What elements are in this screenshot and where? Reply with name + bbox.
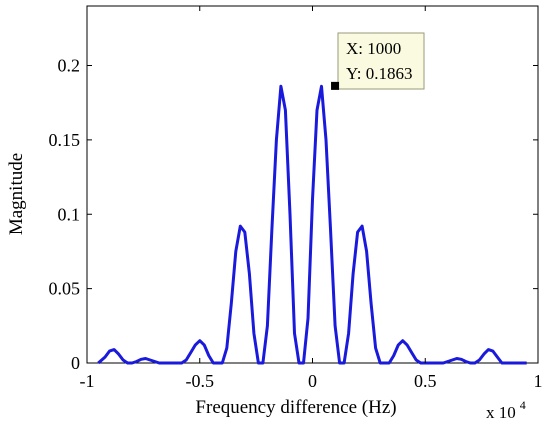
- data-tip-box: [337, 32, 425, 90]
- y-tick-label: 0.05: [49, 279, 81, 299]
- series-line-0: [97, 84, 527, 365]
- x-axis-label: Frequency difference (Hz): [195, 397, 396, 418]
- y-tick-label: 0: [71, 353, 80, 373]
- plot-area: [86, 5, 539, 365]
- x-axis-multiplier: x 10 4: [486, 398, 526, 422]
- data-tip-x-value: X: 1000: [346, 39, 401, 58]
- x-tick-label: 0: [308, 371, 317, 391]
- y-tick-label: 0.15: [49, 130, 81, 150]
- data-tip[interactable]: X: 1000 Y: 0.1863: [331, 32, 425, 90]
- y-axis-label: Magnitude: [6, 153, 27, 235]
- x-tick-label: 1: [534, 371, 543, 391]
- data-tip-y-value: Y: 0.1863: [346, 64, 412, 83]
- x-tick-label: 0.5: [414, 371, 437, 391]
- x-tick-label: -0.5: [186, 371, 215, 391]
- x-axis-multiplier-base: x 10: [486, 403, 516, 422]
- data-tip-marker: [331, 81, 340, 90]
- axis-ticks: -1 -0.5 0 0.5 1 0 0.05 0.1 0.15 0.2: [49, 6, 543, 391]
- y-tick-label: 0.1: [58, 204, 81, 224]
- x-axis-multiplier-exponent: 4: [520, 398, 526, 412]
- x-tick-label: -1: [80, 371, 95, 391]
- y-tick-label: 0.2: [58, 56, 81, 76]
